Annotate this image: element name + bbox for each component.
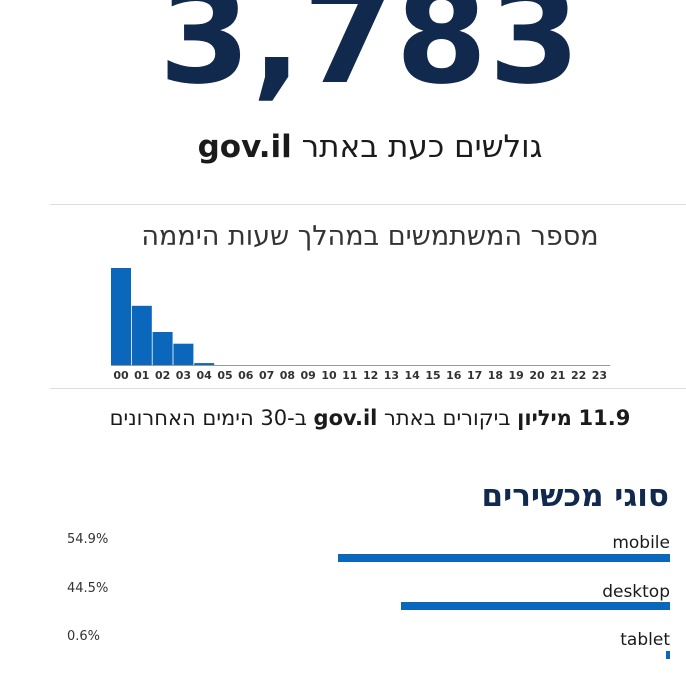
- device-label: desktop: [602, 582, 670, 602]
- hourly-tick-07: 07: [259, 369, 274, 380]
- device-percent: 0.6%: [67, 629, 101, 644]
- hourly-bar-00: [111, 268, 131, 365]
- device-bar: [338, 554, 670, 562]
- device-bar: [666, 651, 670, 659]
- live-users-subtitle-text: גולשים כעת באתר: [301, 129, 543, 165]
- live-users-count: 3,783: [158, 0, 582, 114]
- hourly-tick-08: 08: [280, 369, 295, 380]
- device-label: tablet: [620, 630, 670, 650]
- hourly-tick-19: 19: [509, 369, 524, 380]
- hourly-tick-02: 02: [155, 369, 170, 380]
- visits-amount: 11.9: [578, 406, 631, 430]
- hourly-tick-00: 00: [113, 369, 129, 380]
- visits-site: gov.il: [313, 406, 378, 430]
- hourly-tick-06: 06: [238, 369, 254, 380]
- site-name: gov.il: [197, 129, 292, 165]
- device-bar: [401, 602, 670, 610]
- hourly-tick-18: 18: [488, 369, 503, 380]
- visits-unit: מיליון: [517, 406, 572, 430]
- live-users-subtitle: גולשים כעת באתר gov.il: [0, 126, 686, 168]
- visits-period: ב-30 הימים האחרונים: [109, 406, 307, 430]
- devices-title: סוגי מכשירים: [481, 478, 669, 514]
- hourly-tick-20: 20: [529, 369, 545, 380]
- hourly-tick-21: 21: [550, 369, 565, 380]
- hourly-tick-17: 17: [467, 369, 482, 380]
- hourly-tick-03: 03: [176, 369, 191, 380]
- device-percent: 54.9%: [67, 532, 109, 547]
- hourly-tick-14: 14: [405, 369, 421, 380]
- hourly-chart: 00 01 02 03 04 05 06 07 08 09 10 11 12 13 14 15 16 17 18 19…: [111, 268, 611, 380]
- hourly-tick-13: 13: [384, 369, 399, 380]
- visits-text: ביקורים באתר: [384, 406, 511, 430]
- hourly-chart-title: מספר המשתמשים במהלך שעות היממה: [141, 221, 599, 252]
- hourly-tick-22: 22: [571, 369, 586, 380]
- hourly-tick-23: 23: [592, 369, 607, 380]
- hourly-bar-03: [173, 343, 194, 365]
- hourly-tick-12: 12: [363, 369, 378, 380]
- hourly-tick-10: 10: [321, 369, 337, 380]
- hourly-bar-01: [131, 305, 152, 365]
- divider: [50, 204, 686, 205]
- hourly-bar-02: [152, 332, 173, 365]
- hourly-tick-11: 11: [342, 369, 357, 380]
- hourly-tick-15: 15: [425, 369, 440, 380]
- hourly-tick-16: 16: [446, 369, 462, 380]
- monthly-visits: 11.9 מיליון ביקורים באתר gov.il ב-30 הימ…: [0, 403, 686, 433]
- device-label: mobile: [612, 533, 670, 553]
- hourly-tick-05: 05: [217, 369, 232, 380]
- device-percent: 44.5%: [67, 581, 109, 596]
- hourly-tick-09: 09: [301, 369, 316, 380]
- hourly-tick-04: 04: [197, 369, 213, 380]
- hourly-bar-04: [194, 363, 215, 365]
- hourly-tick-01: 01: [134, 369, 149, 380]
- divider: [50, 388, 686, 389]
